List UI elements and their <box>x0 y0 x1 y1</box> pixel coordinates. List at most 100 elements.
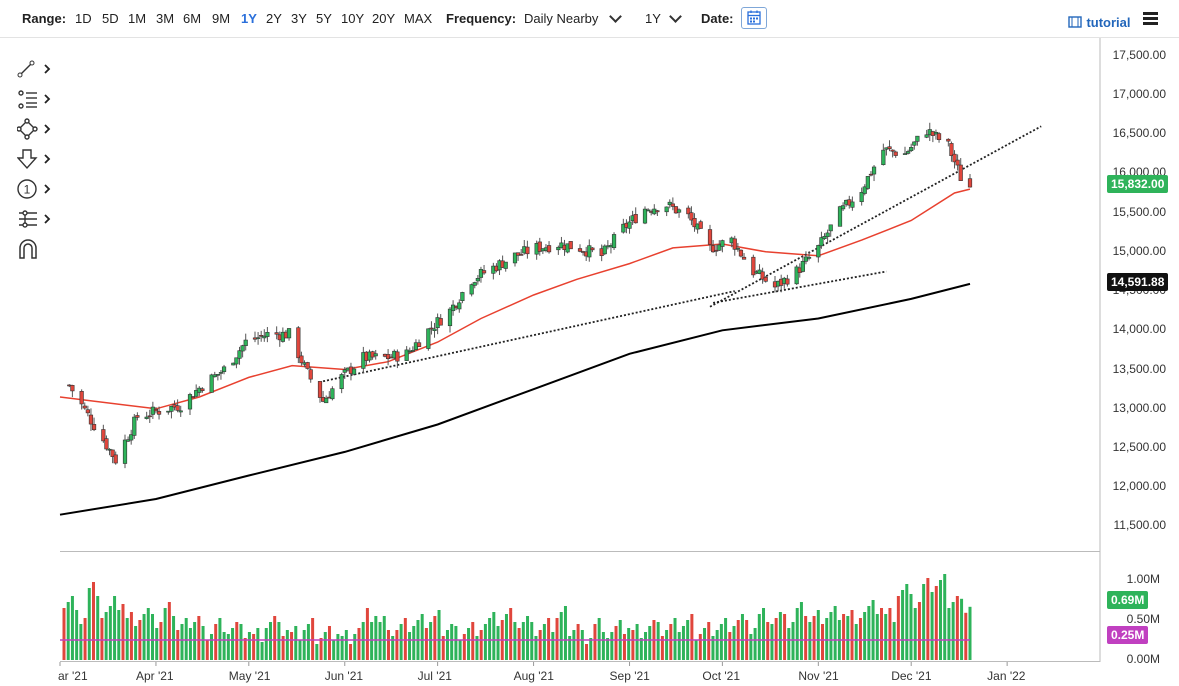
volume-bar <box>867 606 871 660</box>
range-button-5d[interactable]: 5D <box>102 11 119 26</box>
candle <box>645 209 651 212</box>
trendline[interactable] <box>712 270 887 304</box>
volume-bar <box>580 630 584 660</box>
fibonacci-icon <box>18 90 37 109</box>
count-tool[interactable]: 1 <box>17 178 57 200</box>
candle <box>707 229 713 245</box>
shapes-tool[interactable] <box>16 118 57 140</box>
volume-bar <box>711 636 715 660</box>
volume-bar <box>669 624 673 660</box>
volume-bar <box>509 608 513 660</box>
range-button-20y[interactable]: 20Y <box>372 11 396 26</box>
period-select[interactable]: 1Y <box>645 11 661 26</box>
volume-bar <box>829 612 833 660</box>
candle <box>438 318 443 326</box>
volume-bar <box>627 628 631 660</box>
range-button-5y[interactable]: 5Y <box>316 11 332 26</box>
volume-bar <box>108 606 112 660</box>
volume-bar <box>905 584 909 660</box>
price-tick-label: 15,500.00 <box>1112 204 1166 219</box>
volume-bar <box>681 626 685 660</box>
tutorial-link[interactable]: tutorial <box>1068 14 1131 32</box>
candle <box>135 415 140 418</box>
range-button-10y[interactable]: 10Y <box>341 11 365 26</box>
volume-bar <box>125 618 129 660</box>
volume-bar <box>488 618 492 660</box>
candle <box>967 178 973 188</box>
candle <box>153 408 159 412</box>
volume-bar <box>875 614 879 660</box>
volume-bar <box>854 624 858 660</box>
time-tick-label: Jan '22 <box>987 669 1026 683</box>
volume-bar <box>327 626 331 660</box>
range-button-1m[interactable]: 1M <box>128 11 147 26</box>
volume-bar <box>753 628 757 660</box>
volume-bar <box>403 618 407 660</box>
magnet-tool[interactable] <box>17 238 57 260</box>
arrow-tool[interactable] <box>16 148 57 170</box>
range-button-3y[interactable]: 3Y <box>291 11 307 26</box>
avg-volume-tag: 0.25M <box>1107 626 1149 644</box>
volume-bar <box>884 614 888 660</box>
measure-tool[interactable] <box>17 208 57 230</box>
candle <box>850 201 855 208</box>
candle <box>255 337 261 339</box>
candle <box>286 328 292 339</box>
candle <box>676 209 682 213</box>
trendline[interactable] <box>709 125 1042 308</box>
range-button-3m[interactable]: 3M <box>156 11 175 26</box>
range-button-2y[interactable]: 2Y <box>266 11 282 26</box>
candle <box>129 434 134 441</box>
volume-bar <box>732 626 736 660</box>
volume-bar <box>336 634 340 660</box>
volume-bar <box>812 616 816 660</box>
volume-bar <box>172 616 176 660</box>
frequency-select[interactable]: Daily Nearby <box>524 11 599 26</box>
volume-bar <box>424 628 428 660</box>
volume-bar <box>70 596 74 660</box>
frequency-label: Frequency: <box>446 11 517 26</box>
volume-bar <box>521 622 525 660</box>
volume-bar <box>804 616 808 660</box>
candle <box>113 454 118 464</box>
volume-bar <box>323 632 327 660</box>
menu-icon[interactable] <box>1143 12 1158 25</box>
volume-bar <box>479 630 483 660</box>
last-volume-tag: 0.69M <box>1107 591 1149 609</box>
volume-bar <box>247 632 251 660</box>
candle <box>840 205 846 210</box>
volume-bar <box>513 622 517 660</box>
volume-bar <box>703 628 707 660</box>
volume-bar <box>947 608 951 660</box>
range-button-1y[interactable]: 1Y <box>241 11 257 26</box>
date-picker-button[interactable] <box>741 7 767 29</box>
volume-bar <box>256 628 260 660</box>
candle <box>720 240 725 247</box>
candle <box>429 327 434 330</box>
range-button-1d[interactable]: 1D <box>75 11 92 26</box>
candle <box>265 332 270 337</box>
candle <box>717 244 722 251</box>
volume-bar <box>129 612 133 660</box>
volume-bar <box>880 608 884 660</box>
candle <box>803 256 809 262</box>
trendline[interactable] <box>322 290 735 383</box>
candle <box>958 164 963 181</box>
candle <box>404 349 409 361</box>
volume-bar <box>395 630 399 660</box>
candle <box>735 248 740 250</box>
fibonacci-tool[interactable] <box>17 88 57 110</box>
time-tick-label: May '21 <box>228 669 271 683</box>
range-button-9m[interactable]: 9M <box>212 11 231 26</box>
volume-bar <box>707 622 711 660</box>
volume-bar <box>167 602 171 660</box>
volume-bar <box>601 632 605 660</box>
trendline-tool[interactable] <box>17 58 57 80</box>
arrow-icon <box>16 149 38 170</box>
range-button-max[interactable]: MAX <box>404 11 433 26</box>
range-button-6m[interactable]: 6M <box>183 11 202 26</box>
ma50-line <box>59 188 971 410</box>
volume-bar <box>62 608 66 660</box>
volume-bar <box>184 618 188 660</box>
